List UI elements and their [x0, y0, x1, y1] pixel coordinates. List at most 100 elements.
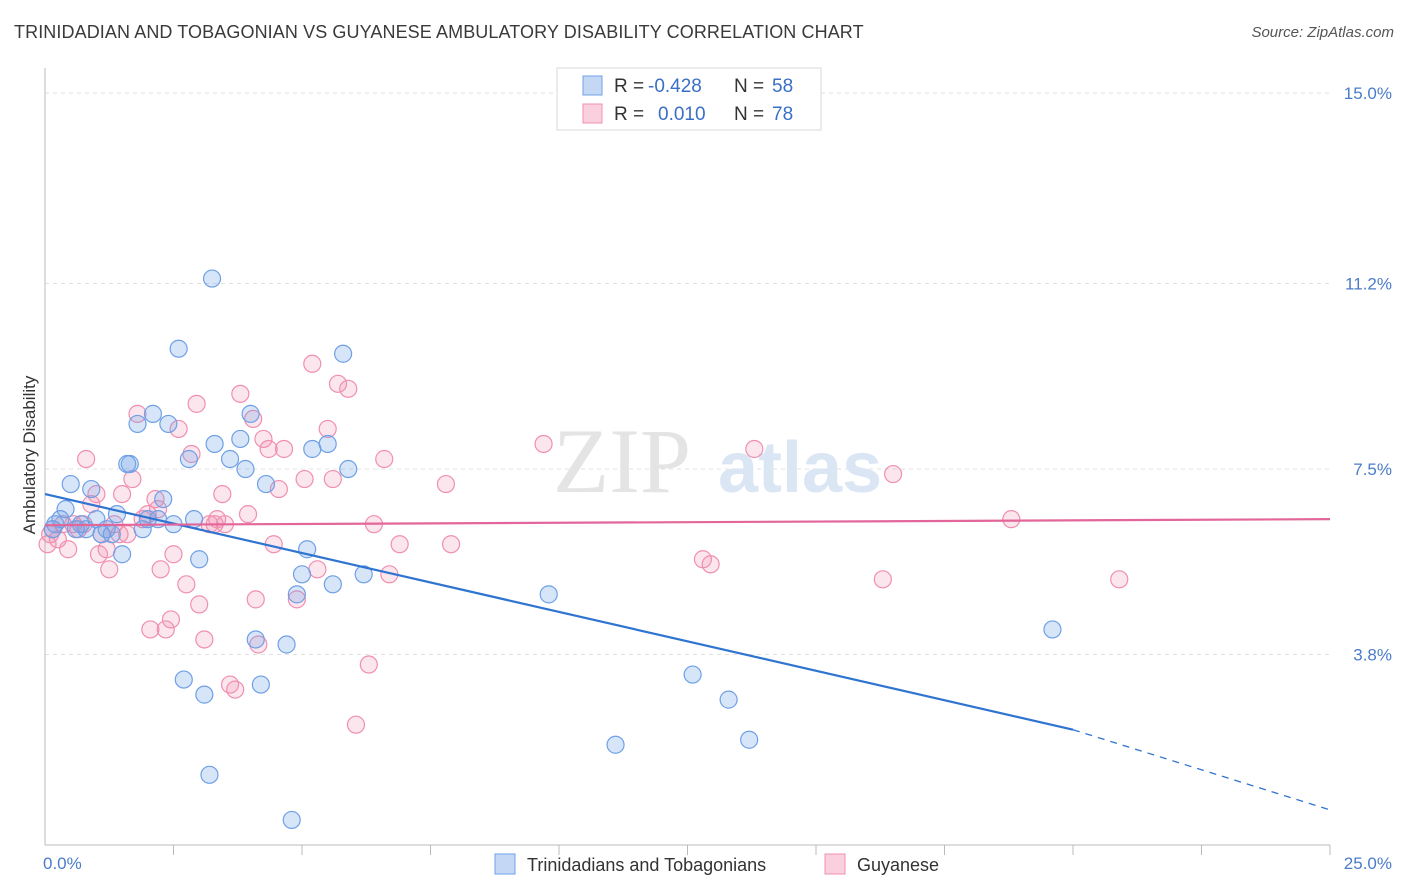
data-point	[274, 439, 294, 459]
data-point	[82, 479, 101, 499]
data-point	[87, 484, 106, 504]
data-point	[390, 535, 409, 554]
data-point	[43, 520, 62, 539]
data-point	[256, 474, 276, 494]
bottom-legend-swatch-pink	[824, 853, 846, 875]
data-point	[241, 404, 260, 423]
data-point	[179, 449, 199, 469]
data-point	[251, 675, 270, 694]
y-tick-label: 7.5%	[1353, 460, 1392, 479]
data-point	[195, 685, 214, 704]
data-point	[200, 765, 219, 784]
data-point	[359, 655, 378, 674]
legend-r-value-1: -0.428	[648, 76, 702, 97]
gridlines	[45, 92, 1330, 656]
data-point	[187, 394, 206, 413]
legend-n-value-2: 78	[772, 104, 793, 125]
data-point	[683, 665, 702, 684]
data-point	[244, 409, 263, 429]
data-point	[740, 730, 759, 749]
data-point	[539, 585, 558, 604]
data-point	[59, 540, 78, 559]
data-point	[156, 620, 175, 639]
legend-r-label-1: R =	[614, 76, 644, 97]
data-point	[318, 434, 337, 454]
data-point	[259, 439, 278, 459]
data-point	[128, 404, 147, 423]
data-point	[169, 419, 188, 439]
bottom-legend: Trinidadians and Tobagonians Guyanese	[494, 853, 939, 875]
chart-title: TRINIDADIAN AND TOBAGONIAN VS GUYANESE A…	[14, 22, 864, 42]
data-point	[202, 269, 222, 288]
data-point	[249, 635, 268, 654]
data-point	[295, 469, 314, 489]
data-point	[323, 469, 342, 489]
y-tick-labels: 3.8% 7.5% 11.2% 15.0%	[1344, 84, 1392, 664]
data-point	[441, 535, 461, 554]
legend-n-label-1: N =	[734, 76, 764, 97]
data-point	[238, 505, 258, 524]
y-axis-label: Ambulatory Disability	[20, 375, 39, 534]
legend-swatch-blue	[582, 75, 603, 96]
data-point	[701, 555, 720, 574]
data-point	[246, 590, 265, 609]
trend-line-blue	[44, 493, 1074, 731]
data-point	[745, 439, 764, 459]
legend-n-label-2: N =	[734, 104, 764, 125]
data-point	[141, 620, 160, 639]
data-point	[323, 575, 342, 594]
x-ticks	[173, 845, 1331, 855]
data-point	[112, 484, 132, 504]
data-point	[339, 379, 358, 398]
data-point	[161, 610, 181, 629]
x-tick-label-max: 25.0%	[1344, 854, 1392, 873]
legend-r-value-2: 0.010	[658, 104, 706, 125]
data-point	[254, 429, 273, 449]
data-point	[231, 384, 250, 403]
data-point	[282, 810, 301, 830]
data-point	[159, 414, 178, 434]
data-point	[182, 444, 201, 464]
data-point	[169, 339, 188, 358]
legend-n-value-1: 58	[772, 76, 793, 97]
y-tick-label: 15.0%	[1344, 84, 1392, 103]
trend-line-pink	[44, 518, 1331, 527]
legend-swatch-pink	[582, 103, 603, 124]
y-tick-label: 11.2%	[1345, 275, 1392, 294]
data-point	[123, 469, 142, 489]
data-point	[213, 484, 232, 504]
data-point	[334, 344, 353, 363]
data-point	[246, 630, 265, 649]
data-point	[534, 434, 553, 454]
data-point	[236, 459, 255, 479]
data-point	[51, 510, 70, 529]
data-point	[61, 474, 80, 494]
watermark-atlas: atlas	[718, 428, 882, 508]
data-point	[303, 439, 322, 459]
data-point	[277, 635, 296, 654]
data-point	[226, 680, 245, 699]
data-point	[177, 575, 196, 594]
data-point	[346, 715, 366, 734]
data-point	[436, 474, 456, 494]
data-point	[308, 560, 327, 579]
data-point	[190, 595, 209, 614]
data-point	[151, 560, 170, 579]
trend-line-blue-dashed	[1072, 729, 1331, 811]
data-point	[77, 449, 96, 469]
data-point	[231, 429, 250, 449]
data-point	[154, 490, 173, 509]
data-point	[128, 414, 147, 434]
data-point	[143, 404, 163, 423]
data-point	[100, 560, 119, 579]
data-point	[112, 545, 132, 564]
data-point	[205, 434, 224, 454]
data-point	[118, 525, 137, 544]
data-point	[190, 550, 209, 569]
legend-box: R = -0.428 N = 58 R = 0.010 N = 78	[556, 67, 822, 131]
data-point	[287, 585, 306, 604]
trend-lines	[44, 493, 1331, 811]
data-point	[328, 374, 348, 393]
data-point	[120, 454, 139, 474]
